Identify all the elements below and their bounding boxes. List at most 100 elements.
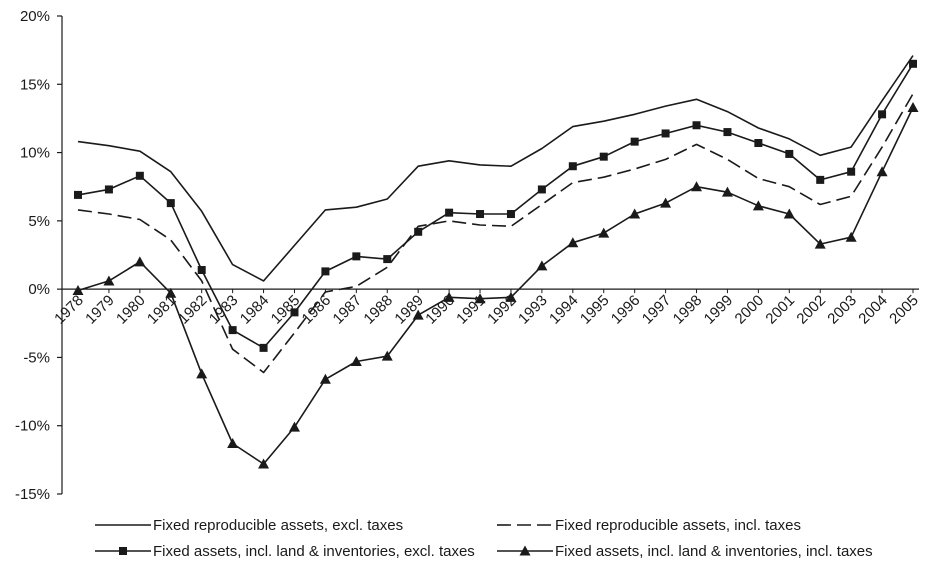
data-point — [536, 260, 548, 271]
y-tick-label: 5% — [28, 213, 50, 230]
x-tick-label: 2003 — [824, 292, 860, 328]
x-tick-label: 1996 — [608, 292, 644, 328]
series-line — [77, 55, 914, 282]
data-point — [754, 139, 763, 148]
data-point — [630, 137, 639, 146]
data-point — [845, 231, 857, 242]
x-tick-label: 1994 — [546, 292, 582, 328]
data-point — [847, 167, 856, 176]
series-line — [77, 107, 914, 465]
y-axis: -15% -10% -5% 0% 5% 10% 15% 20% — [15, 8, 63, 503]
x-tick-label: 1993 — [515, 292, 551, 328]
data-point — [135, 171, 144, 180]
data-point — [166, 199, 175, 208]
series-3 — [74, 59, 917, 352]
series-line — [77, 93, 914, 374]
x-tick-label: 2005 — [886, 292, 922, 328]
triangle-marker — [519, 545, 531, 556]
y-tick-label: 10% — [20, 145, 50, 162]
y-tick-label: -15% — [15, 486, 50, 503]
data-point — [381, 350, 393, 361]
data-point — [568, 162, 577, 171]
data-point — [74, 190, 82, 199]
data-point — [288, 421, 300, 432]
data-point — [629, 208, 641, 219]
data-point — [785, 149, 794, 158]
legend-entry: Fixed reproducible assets, excl. taxes — [95, 517, 403, 534]
y-tick-label: 20% — [20, 8, 50, 25]
legend: Fixed reproducible assets, excl. taxes Fi… — [95, 517, 873, 560]
data-point — [505, 291, 517, 302]
data-point — [319, 373, 331, 384]
data-point — [537, 185, 546, 194]
x-tick-label: 2000 — [732, 292, 768, 328]
x-tick-label: 1980 — [113, 292, 149, 328]
x-tick-label: 1987 — [330, 292, 366, 328]
x-tick-label: 1997 — [639, 292, 675, 328]
y-tick-label: -5% — [23, 349, 50, 366]
data-point — [227, 437, 239, 448]
data-point — [134, 256, 146, 267]
legend-label: Fixed assets, incl. land & inventories, … — [555, 543, 873, 560]
data-point — [104, 185, 113, 194]
legend-label: Fixed reproducible assets, excl. taxes — [153, 517, 403, 534]
data-point — [258, 458, 270, 469]
data-point — [909, 59, 917, 68]
x-tick-label: 1982 — [175, 292, 211, 328]
data-point — [476, 210, 485, 219]
x-tick-label: 1979 — [82, 292, 118, 328]
x-tick-label: 2002 — [793, 292, 829, 328]
data-point — [907, 102, 919, 113]
series-layer — [72, 55, 919, 469]
square-marker — [119, 547, 127, 555]
data-point — [878, 110, 887, 119]
x-tick-label: 1978 — [51, 292, 87, 328]
x-tick-label: 1986 — [299, 292, 335, 328]
data-point — [598, 227, 610, 238]
data-point — [196, 368, 208, 379]
data-point — [445, 208, 454, 217]
data-point — [661, 129, 670, 138]
data-point — [352, 252, 361, 261]
data-point — [876, 166, 888, 177]
data-point — [691, 181, 703, 192]
data-point — [660, 197, 672, 208]
data-point — [814, 238, 826, 249]
legend-label: Fixed assets, incl. land & inventories, … — [153, 543, 475, 560]
data-point — [259, 343, 268, 352]
x-tick-label: 1989 — [391, 292, 427, 328]
data-point — [414, 227, 423, 236]
data-point — [321, 267, 330, 276]
data-point — [506, 210, 515, 219]
data-point — [723, 128, 732, 137]
data-point — [165, 287, 177, 298]
data-point — [290, 308, 299, 317]
data-point — [72, 285, 84, 296]
series-2 — [77, 93, 914, 374]
legend-label: Fixed reproducible assets, incl. taxes — [555, 517, 801, 534]
data-point — [383, 255, 392, 264]
x-tick-label: 1998 — [670, 292, 706, 328]
y-tick-label: -10% — [15, 418, 50, 435]
data-point — [474, 293, 486, 304]
data-point — [567, 237, 579, 248]
data-point — [721, 186, 733, 197]
y-tick-label: 0% — [28, 281, 50, 298]
data-point — [412, 309, 424, 320]
y-tick-label: 15% — [20, 76, 50, 93]
x-tick-label: 1984 — [237, 292, 273, 328]
x-tick-label: 1988 — [360, 292, 396, 328]
data-point — [197, 266, 206, 275]
data-point — [752, 200, 764, 211]
x-tick-label: 1999 — [701, 292, 737, 328]
data-point — [228, 326, 237, 335]
data-point — [692, 121, 701, 130]
data-point — [103, 275, 115, 286]
series-4 — [72, 102, 919, 469]
legend-entry: Fixed reproducible assets, incl. taxes — [497, 517, 801, 534]
series-1 — [77, 55, 914, 282]
legend-entry: Fixed assets, incl. land & inventories, … — [497, 543, 873, 560]
data-point — [783, 208, 795, 219]
